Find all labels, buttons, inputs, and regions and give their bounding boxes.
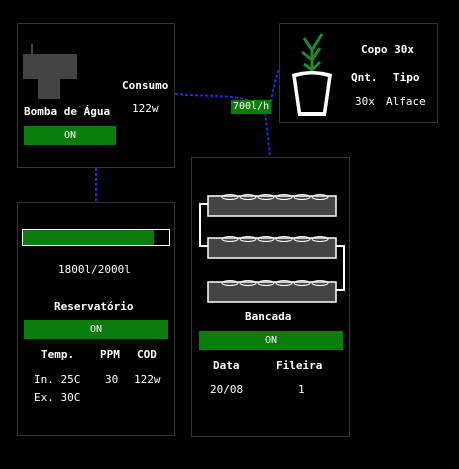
reservoir-level-fill: [23, 230, 155, 245]
reservoir-level-bar: [22, 229, 170, 246]
flow-rate-badge: 700l/h: [231, 100, 272, 114]
reservoir-panel: 1800l/2000l Reservatório ON Temp. PPM CO…: [17, 202, 175, 436]
cup-type-label: Tipo: [393, 71, 420, 84]
cup-qty-value: 30x: [355, 95, 375, 108]
cup-qty-label: Qnt.: [351, 71, 378, 84]
cup-panel: Copo 30x Qnt. Tipo 30x Alface: [279, 23, 438, 123]
consumption-label: Consumo: [122, 79, 169, 92]
reservoir-header-cod: COD: [137, 348, 157, 361]
reservoir-level-text: 1800l/2000l: [58, 263, 131, 276]
cup-title: Copo 30x: [361, 43, 414, 56]
bench-panel: Bancada ON Data Fileira 20/08 1: [191, 157, 350, 437]
bench-row-value: 1: [298, 383, 305, 396]
reservoir-ppm-value: 30: [105, 373, 119, 386]
water-pump-icon: [23, 44, 77, 99]
bench-title: Bancada: [245, 310, 292, 323]
reservoir-header-ppm: PPM: [100, 348, 120, 361]
consumption-value: 122w: [132, 102, 159, 115]
bench-date-label: Data: [213, 359, 240, 372]
cup-type-value: Alface: [386, 95, 426, 108]
plant-cup-icon: [292, 33, 332, 116]
pump-title: Bomba de Água: [24, 105, 111, 118]
pump-panel: Bomba de Água ON: [17, 23, 175, 168]
reservoir-status-button[interactable]: ON: [24, 320, 168, 339]
bench-date-value: 20/08: [210, 383, 244, 396]
bench-status-button[interactable]: ON: [199, 331, 343, 350]
bench-to-cup-line: [269, 67, 280, 113]
hydroponic-bench-icon: [199, 194, 345, 303]
pump-status-button[interactable]: ON: [24, 126, 116, 145]
bench-row-label: Fileira: [276, 359, 323, 372]
reservoir-temp-ex: Ex. 30C: [34, 391, 81, 404]
reservoir-title: Reservatório: [54, 300, 134, 313]
reservoir-temp-in: In. 25C: [34, 373, 81, 386]
reservoir-cod-value: 122w: [134, 373, 161, 386]
reservoir-header-temp: Temp.: [41, 348, 75, 361]
